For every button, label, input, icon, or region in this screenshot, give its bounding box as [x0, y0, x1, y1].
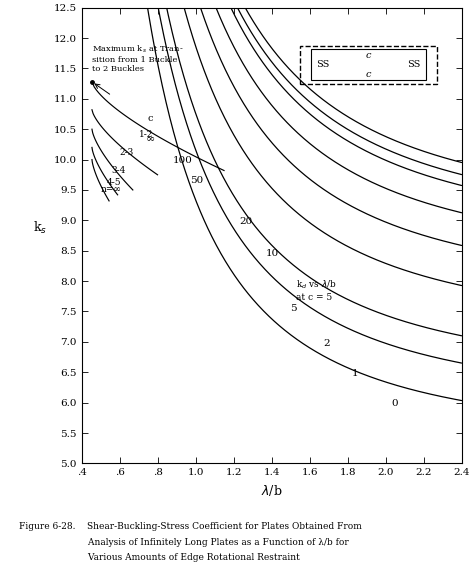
Bar	[310, 49, 427, 80]
Text: SS: SS	[407, 60, 421, 69]
Text: 1: 1	[351, 369, 358, 378]
Text: c: c	[147, 114, 153, 123]
Text: Analysis of Infinitely Long Plates as a Function of λ/b for: Analysis of Infinitely Long Plates as a …	[19, 538, 349, 547]
Y-axis label: k$_s$: k$_s$	[33, 219, 46, 235]
Text: 2: 2	[323, 339, 329, 347]
Text: c: c	[366, 70, 371, 79]
Text: 2-3: 2-3	[119, 148, 134, 157]
Text: 1-2: 1-2	[138, 130, 153, 138]
Text: SS: SS	[316, 60, 329, 69]
Text: Maximum k$_s$ at Tran-
sition from 1 Buckle
to 2 Buckles: Maximum k$_s$ at Tran- sition from 1 Buc…	[92, 43, 183, 73]
Text: 10: 10	[266, 249, 279, 258]
Text: 100: 100	[173, 156, 192, 165]
Bar	[300, 46, 437, 84]
Text: c: c	[366, 51, 371, 60]
Text: Figure 6-28.    Shear-Buckling-Stress Coefficient for Plates Obtained From: Figure 6-28. Shear-Buckling-Stress Coeff…	[19, 522, 362, 531]
Text: 0: 0	[391, 399, 398, 409]
X-axis label: $\lambda$/b: $\lambda$/b	[261, 483, 283, 498]
Text: k$_d$ vs $\lambda$/b
at c = 5: k$_d$ vs $\lambda$/b at c = 5	[296, 279, 337, 302]
Text: 4-5: 4-5	[107, 178, 122, 186]
Text: 20: 20	[239, 217, 253, 226]
Text: ∞: ∞	[146, 133, 155, 144]
Text: n=∞: n=∞	[100, 185, 121, 194]
Text: 50: 50	[190, 177, 203, 185]
Text: Various Amounts of Edge Rotational Restraint: Various Amounts of Edge Rotational Restr…	[19, 553, 300, 563]
Text: 3-4: 3-4	[111, 166, 125, 175]
Text: 5: 5	[291, 304, 297, 313]
